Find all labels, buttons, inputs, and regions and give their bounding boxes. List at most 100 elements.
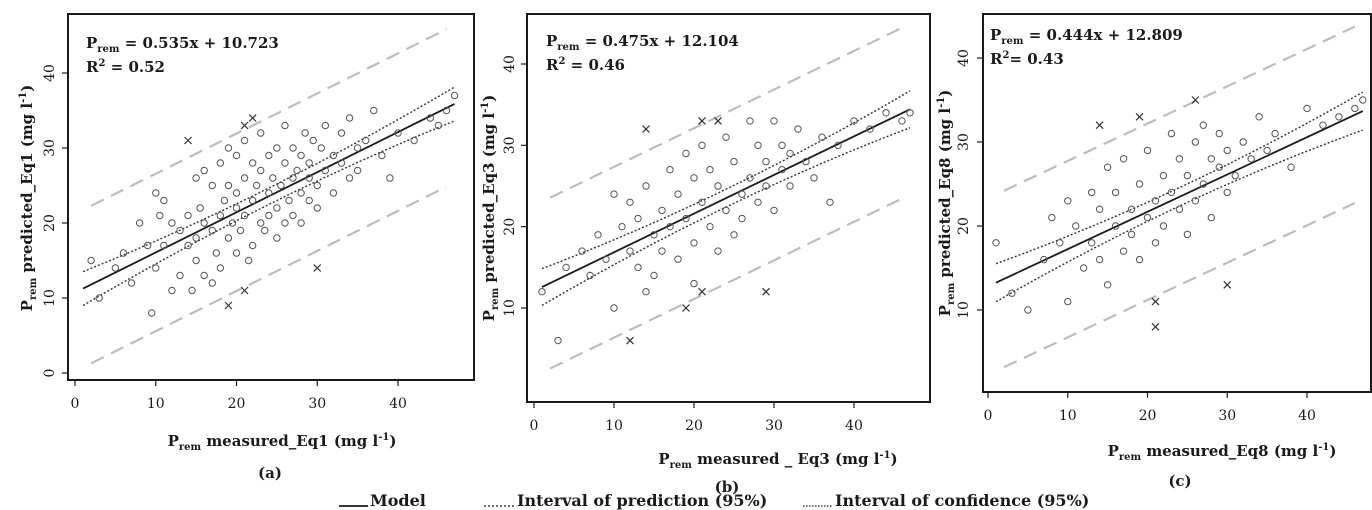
data-point [289,144,297,152]
outlier-point [1191,96,1200,104]
data-point [1151,239,1160,247]
data-point [285,196,293,205]
data-point [329,189,338,197]
data-point [143,241,152,250]
data-point [730,231,738,239]
data-point [269,174,277,182]
data-point [281,159,289,167]
data-point [626,198,634,206]
x-axis-label: Prem measured_Eq1 (mg l-1) [168,432,397,453]
data-point [1183,230,1192,239]
y-tick-label: 10 [956,301,972,319]
outlier-point [1095,121,1104,130]
data-point [362,136,370,145]
data-point [642,182,650,190]
data-point [240,136,249,145]
data-point [329,151,338,160]
data-point [690,239,698,247]
data-point [410,136,418,145]
lower-prediction-bound [549,197,903,370]
data-point [1072,222,1080,230]
data-point [240,211,249,220]
data-point [1231,171,1239,180]
data-point [224,181,233,190]
data-point [1263,146,1271,155]
data-point [1303,104,1311,113]
outlier-point [698,287,706,296]
data-point [594,231,602,239]
outlier-point [184,136,192,145]
data-point [1247,155,1255,163]
data-point [152,189,160,197]
data-point [426,114,434,122]
data-point [1215,129,1223,138]
data-point [1215,163,1223,171]
data-point [200,166,208,175]
data-point [277,181,285,190]
data-point [1271,129,1279,138]
y-tick-label: 30 [502,136,518,154]
data-point [682,214,690,223]
data-point [305,196,313,205]
data-point [176,271,184,280]
data-point [1135,180,1144,188]
data-point [337,159,346,167]
data-point [1143,146,1152,155]
legend-prediction-label: Interval of prediction (95%) [517,491,767,510]
data-point [786,182,794,190]
x-tick-label: 20 [685,418,703,434]
data-point [127,279,136,287]
data-point [293,166,301,175]
data-point [1080,264,1088,272]
outlier-point [313,264,322,272]
data-point [602,255,610,263]
x-tick-label: 20 [1139,408,1157,424]
data-point [386,174,394,182]
data-point [1319,121,1327,129]
data-point [1095,255,1104,264]
r-squared-label: R2 = 0.52 [86,58,165,76]
data-point [265,189,273,197]
data-point [1199,180,1208,188]
data-point [762,157,770,166]
data-point [746,117,754,125]
data-point [1087,239,1096,247]
data-point [1207,213,1216,222]
data-point [345,174,354,182]
data-point [236,226,245,235]
regression-equation: Prem = 0.475x + 12.104 [546,32,739,53]
data-point [658,206,666,215]
data-point [1199,121,1208,129]
data-point [666,166,674,174]
data-point [208,226,216,235]
data-points [992,96,1367,331]
upper-confidence-curve [541,90,911,270]
data-point [313,181,321,190]
data-point [321,121,330,130]
data-points [538,109,914,345]
data-point [746,174,754,182]
data-point [810,174,818,182]
data-point [738,214,746,223]
outlier-point [1223,280,1232,289]
x-tick-label: 0 [530,418,539,434]
data-point [778,141,786,150]
data-point [1135,255,1144,264]
data-point [111,264,120,272]
data-point [1239,138,1247,146]
upper-confidence-curve [995,91,1364,265]
y-tick-label: 40 [42,64,58,82]
data-point [200,271,208,280]
outlier-point [642,125,650,133]
plot-frame [982,13,1372,393]
y-tick-label: 0 [42,369,58,378]
data-point [289,174,297,182]
panel-a: 0 10 20 30 40 0 10 20 30 40 Prem = 0.535x + 10.7… [18,13,475,482]
legend-model-label: Model [370,491,426,510]
upper-prediction-bound [549,26,903,199]
data-point [353,166,362,175]
x-tick-label: 10 [1059,408,1077,424]
data-point [305,159,313,167]
data-point [273,234,281,242]
data-point [538,288,546,296]
